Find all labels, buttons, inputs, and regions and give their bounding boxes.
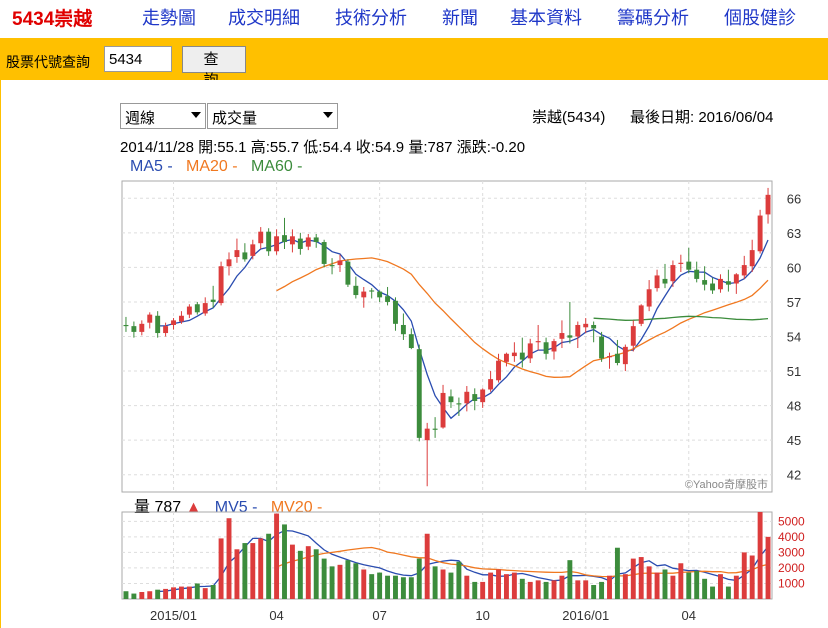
ohlc-info: 2014/11/28 開:55.1 高:55.7 低:54.4 收:54.9 量… <box>120 136 525 157</box>
stock-title[interactable]: 5434崇越 <box>12 9 93 30</box>
nav-link-trend[interactable]: 走勢圖 <box>142 8 196 28</box>
info-volume: 量:787 <box>408 139 453 156</box>
up-triangle-icon: ▲ <box>185 499 202 516</box>
chevron-down-icon <box>323 112 333 118</box>
legend-ma20: MA20 - <box>186 158 238 175</box>
nav-link-technical[interactable]: 技術分析 <box>335 8 407 28</box>
chevron-down-icon <box>191 112 201 118</box>
query-button[interactable]: 查 詢 <box>182 46 246 89</box>
ma-legend: MA5 - MA20 - MA60 - <box>130 158 303 176</box>
search-label: 股票代號查詢 <box>6 54 90 70</box>
indicator-select[interactable]: 成交量 <box>207 103 338 129</box>
period-select-value: 週線 <box>125 110 156 127</box>
legend-ma5: MA5 - <box>130 158 173 175</box>
info-close: 收:54.9 <box>355 139 405 156</box>
legend-ma60: MA60 - <box>250 158 303 175</box>
last-date: 最後日期: 2016/06/04 <box>630 109 774 126</box>
legend-mv5: MV5 - <box>214 499 258 516</box>
nav-link-basic-info[interactable]: 基本資料 <box>510 8 582 28</box>
nav-link-transactions[interactable]: 成交明細 <box>228 8 300 28</box>
info-open: 開:55.1 <box>198 139 247 156</box>
info-change: 漲跌:-0.20 <box>456 139 526 156</box>
volume-legend: 量 787 ▲ MV5 - MV20 - <box>134 493 322 517</box>
stock-code-input[interactable] <box>104 46 172 72</box>
period-select[interactable]: 週線 <box>120 103 206 129</box>
info-low: 低:54.4 <box>303 139 352 156</box>
legend-vol: 量 787 <box>134 499 182 516</box>
info-high: 高:55.7 <box>250 139 300 156</box>
info-date: 2014/11/28 <box>120 139 194 156</box>
nav-link-chips[interactable]: 籌碼分析 <box>617 8 689 28</box>
top-nav: 5434崇越 走勢圖 成交明細 技術分析 新聞 基本資料 籌碼分析 個股健診 <box>0 0 828 34</box>
chart-area <box>0 80 828 628</box>
stock-name-code: 崇越(5434) <box>532 109 606 126</box>
nav-link-news[interactable]: 新聞 <box>442 8 478 28</box>
search-bar: 股票代號查詢 查 詢 <box>0 38 828 89</box>
indicator-select-value: 成交量 <box>212 110 258 127</box>
legend-mv20: MV20 - <box>270 499 323 516</box>
nav-link-health[interactable]: 個股健診 <box>724 8 796 28</box>
